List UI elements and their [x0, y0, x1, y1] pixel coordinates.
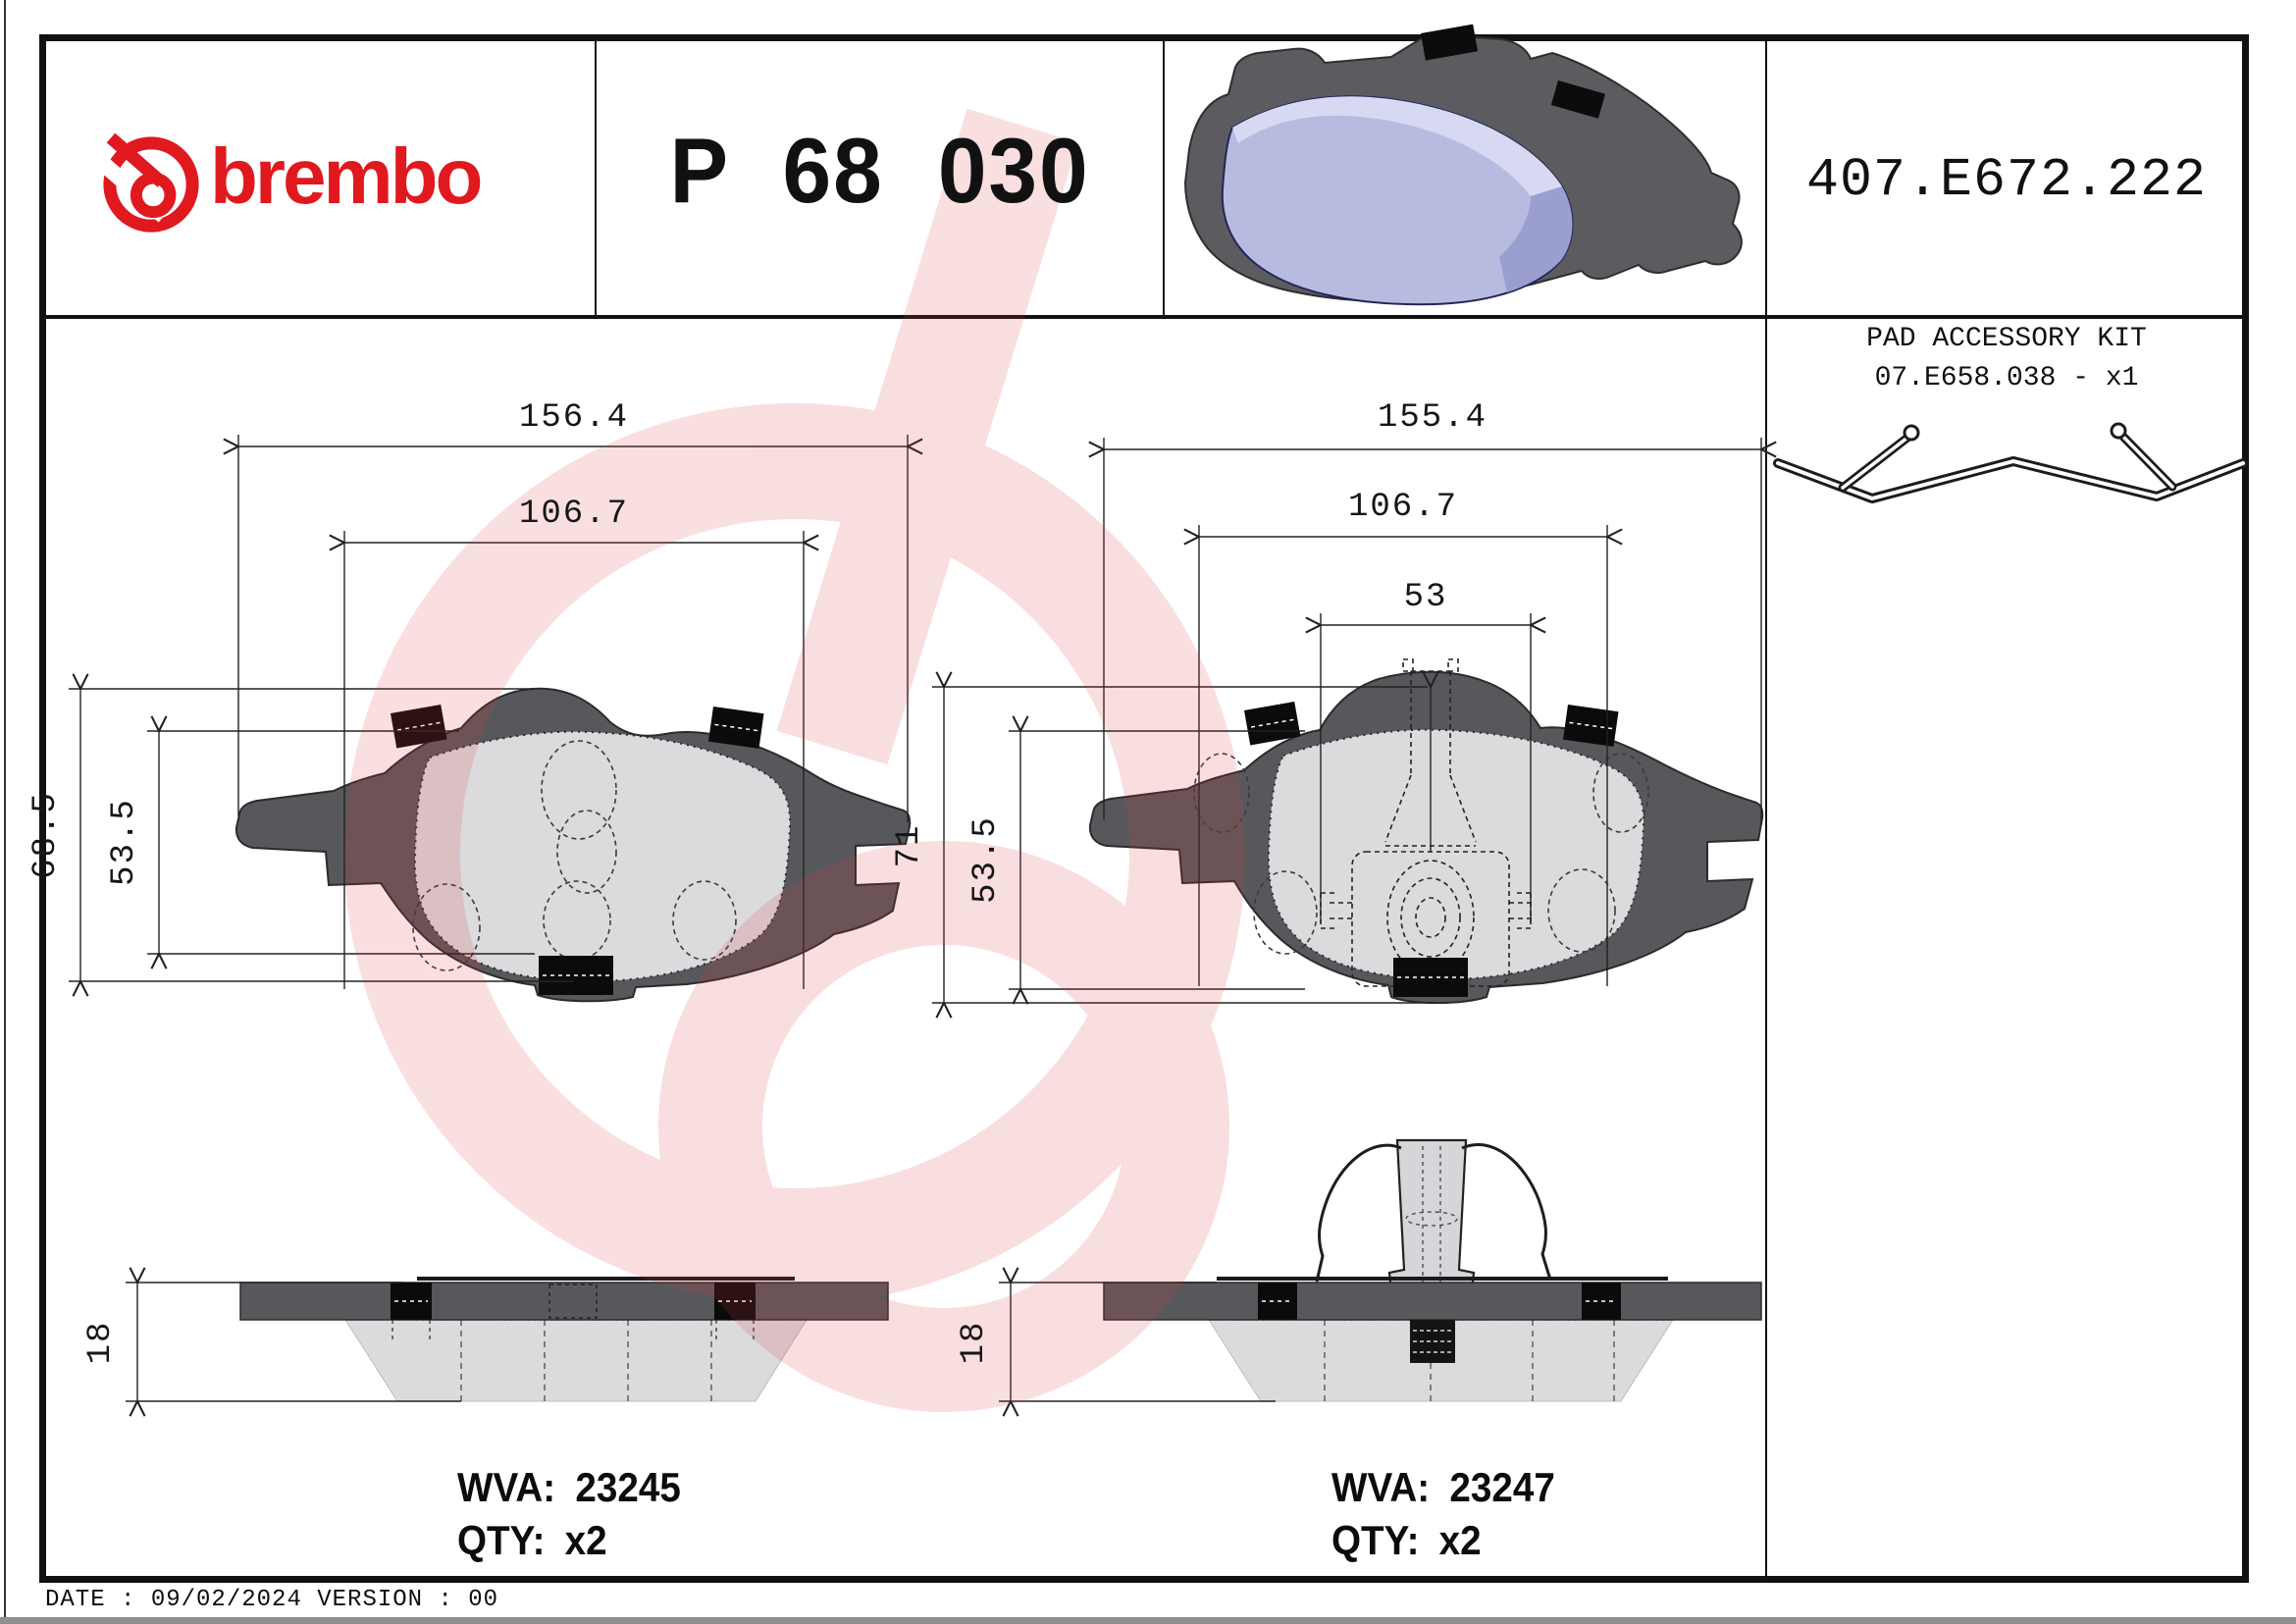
dimension-lines: [69, 435, 1761, 1401]
brembo-watermark-icon: [344, 108, 1245, 1412]
reference-number: 407.E672.222: [1805, 149, 2208, 211]
header-divider-logo: [595, 41, 597, 317]
frame-top-border: [39, 34, 2249, 41]
footer-date-version: DATE : 09/02/2024 VERSION : 00: [45, 1587, 499, 1613]
accessory-kit-part: 07.E658.038 - x1: [1874, 363, 2139, 393]
brembo-logo-icon: [100, 137, 192, 226]
left-qty-value: x2: [564, 1517, 607, 1563]
left-qty-line: QTY: x2: [457, 1517, 607, 1564]
frame-bottom-border: [39, 1576, 2249, 1583]
left-dim-inner-width: 106.7: [518, 496, 630, 533]
sheet-left-edge: [4, 0, 6, 1624]
accessory-spring-drawing: [1773, 422, 2248, 503]
right-pad-side-view: [1103, 1138, 1762, 1402]
header-bottom-divider: [39, 315, 2249, 319]
brand-wordmark: brembo: [210, 132, 483, 220]
right-wva-value: 23247: [1449, 1464, 1555, 1510]
left-wva-value: 23245: [575, 1464, 681, 1510]
right-dim-pad-height: 53.5: [967, 815, 1005, 904]
right-dim-thickness: 18: [956, 1320, 993, 1365]
left-dim-pad-height: 53.5: [106, 798, 143, 886]
frame-left-border: [39, 34, 46, 1583]
left-dim-total-width: 156.4: [518, 399, 630, 437]
frame-right-border: [2242, 34, 2249, 1583]
right-dim-total-width: 155.4: [1377, 399, 1488, 437]
left-pad-front-view: [235, 687, 912, 1003]
sheet-bottom-strip: [0, 1617, 2296, 1624]
right-dim-sensor-span: 53: [1403, 579, 1448, 616]
left-qty-label: QTY:: [457, 1517, 546, 1563]
left-pad-side-view: [239, 1277, 889, 1402]
left-dim-thickness: 18: [82, 1320, 120, 1365]
right-dim-total-height: 71: [891, 823, 928, 868]
header-divider-code: [1163, 41, 1165, 317]
accessory-kit-title: PAD ACCESSORY KIT: [1866, 324, 2147, 354]
right-qty-label: QTY:: [1331, 1517, 1420, 1563]
left-dim-total-height: 68.5: [27, 791, 65, 879]
right-qty-value: x2: [1438, 1517, 1482, 1563]
right-qty-line: QTY: x2: [1331, 1517, 1482, 1564]
right-pad-front-view: [1088, 658, 1764, 1004]
right-wva-line: WVA: 23247: [1331, 1464, 1555, 1511]
product-code: P 68 030: [669, 119, 1090, 222]
right-wva-label: WVA:: [1331, 1464, 1431, 1510]
left-wva-label: WVA:: [457, 1464, 556, 1510]
right-column-divider: [1765, 41, 1767, 1576]
pad-3d-picture: [1183, 24, 1743, 306]
left-wva-line: WVA: 23245: [457, 1464, 681, 1511]
right-dim-inner-width: 106.7: [1347, 489, 1459, 526]
